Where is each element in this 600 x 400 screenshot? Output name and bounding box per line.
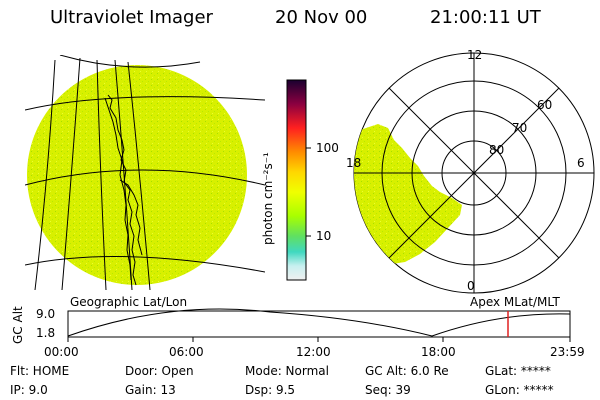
status-gain: Gain: 13 [125,383,176,397]
status-seq: Seq: 39 [365,383,411,397]
mlt-label-18: 18 [346,156,362,170]
time-tick-1200: 12:00 [296,345,331,359]
status-gc-alt: GC Alt: 6.0 Re [365,364,449,378]
polar-plot [353,52,595,294]
lat-label-60: 60 [537,98,553,112]
altitude-axis-label: GC Alt [11,306,25,344]
instrument-title: Ultraviolet Imager [50,7,213,28]
status-ip: IP: 9.0 [10,383,48,397]
colorbar-tick-100: 100 [316,141,339,155]
time-tick-2359: 23:59 [550,345,585,359]
colorbar-unit-label: photon cm⁻²s⁻¹ [261,152,275,245]
mlt-label-12: 12 [467,48,483,62]
mlt-label-6: 6 [577,156,585,170]
lat-label-80: 80 [489,143,505,157]
status-glon: GLon: ***** [485,383,554,397]
altitude-plot [67,308,571,342]
time-label: 21:00:11 UT [430,7,541,28]
status-flt: Flt: HOME [10,364,70,378]
mlt-label-0: 0 [467,279,475,293]
geographic-label: Geographic Lat/Lon [70,295,188,309]
status-door: Door: Open [125,364,194,378]
time-tick-1800: 18:00 [421,345,456,359]
time-tick-0000: 00:00 [44,345,79,359]
apex-label: Apex MLat/MLT [470,295,560,309]
status-mode: Mode: Normal [245,364,329,378]
altitude-tick-high: 9.0 [36,307,56,321]
lat-label-70: 70 [512,121,528,135]
time-tick-0600: 06:00 [169,345,204,359]
status-dsp: Dsp: 9.5 [245,383,296,397]
status-glat: GLat: ***** [485,364,551,378]
date-label: 20 Nov 00 [275,7,368,28]
geographic-image [25,55,265,290]
altitude-tick-low: 1.8 [36,326,56,340]
colorbar-tick-10: 10 [316,229,332,243]
colorbar [286,79,307,281]
